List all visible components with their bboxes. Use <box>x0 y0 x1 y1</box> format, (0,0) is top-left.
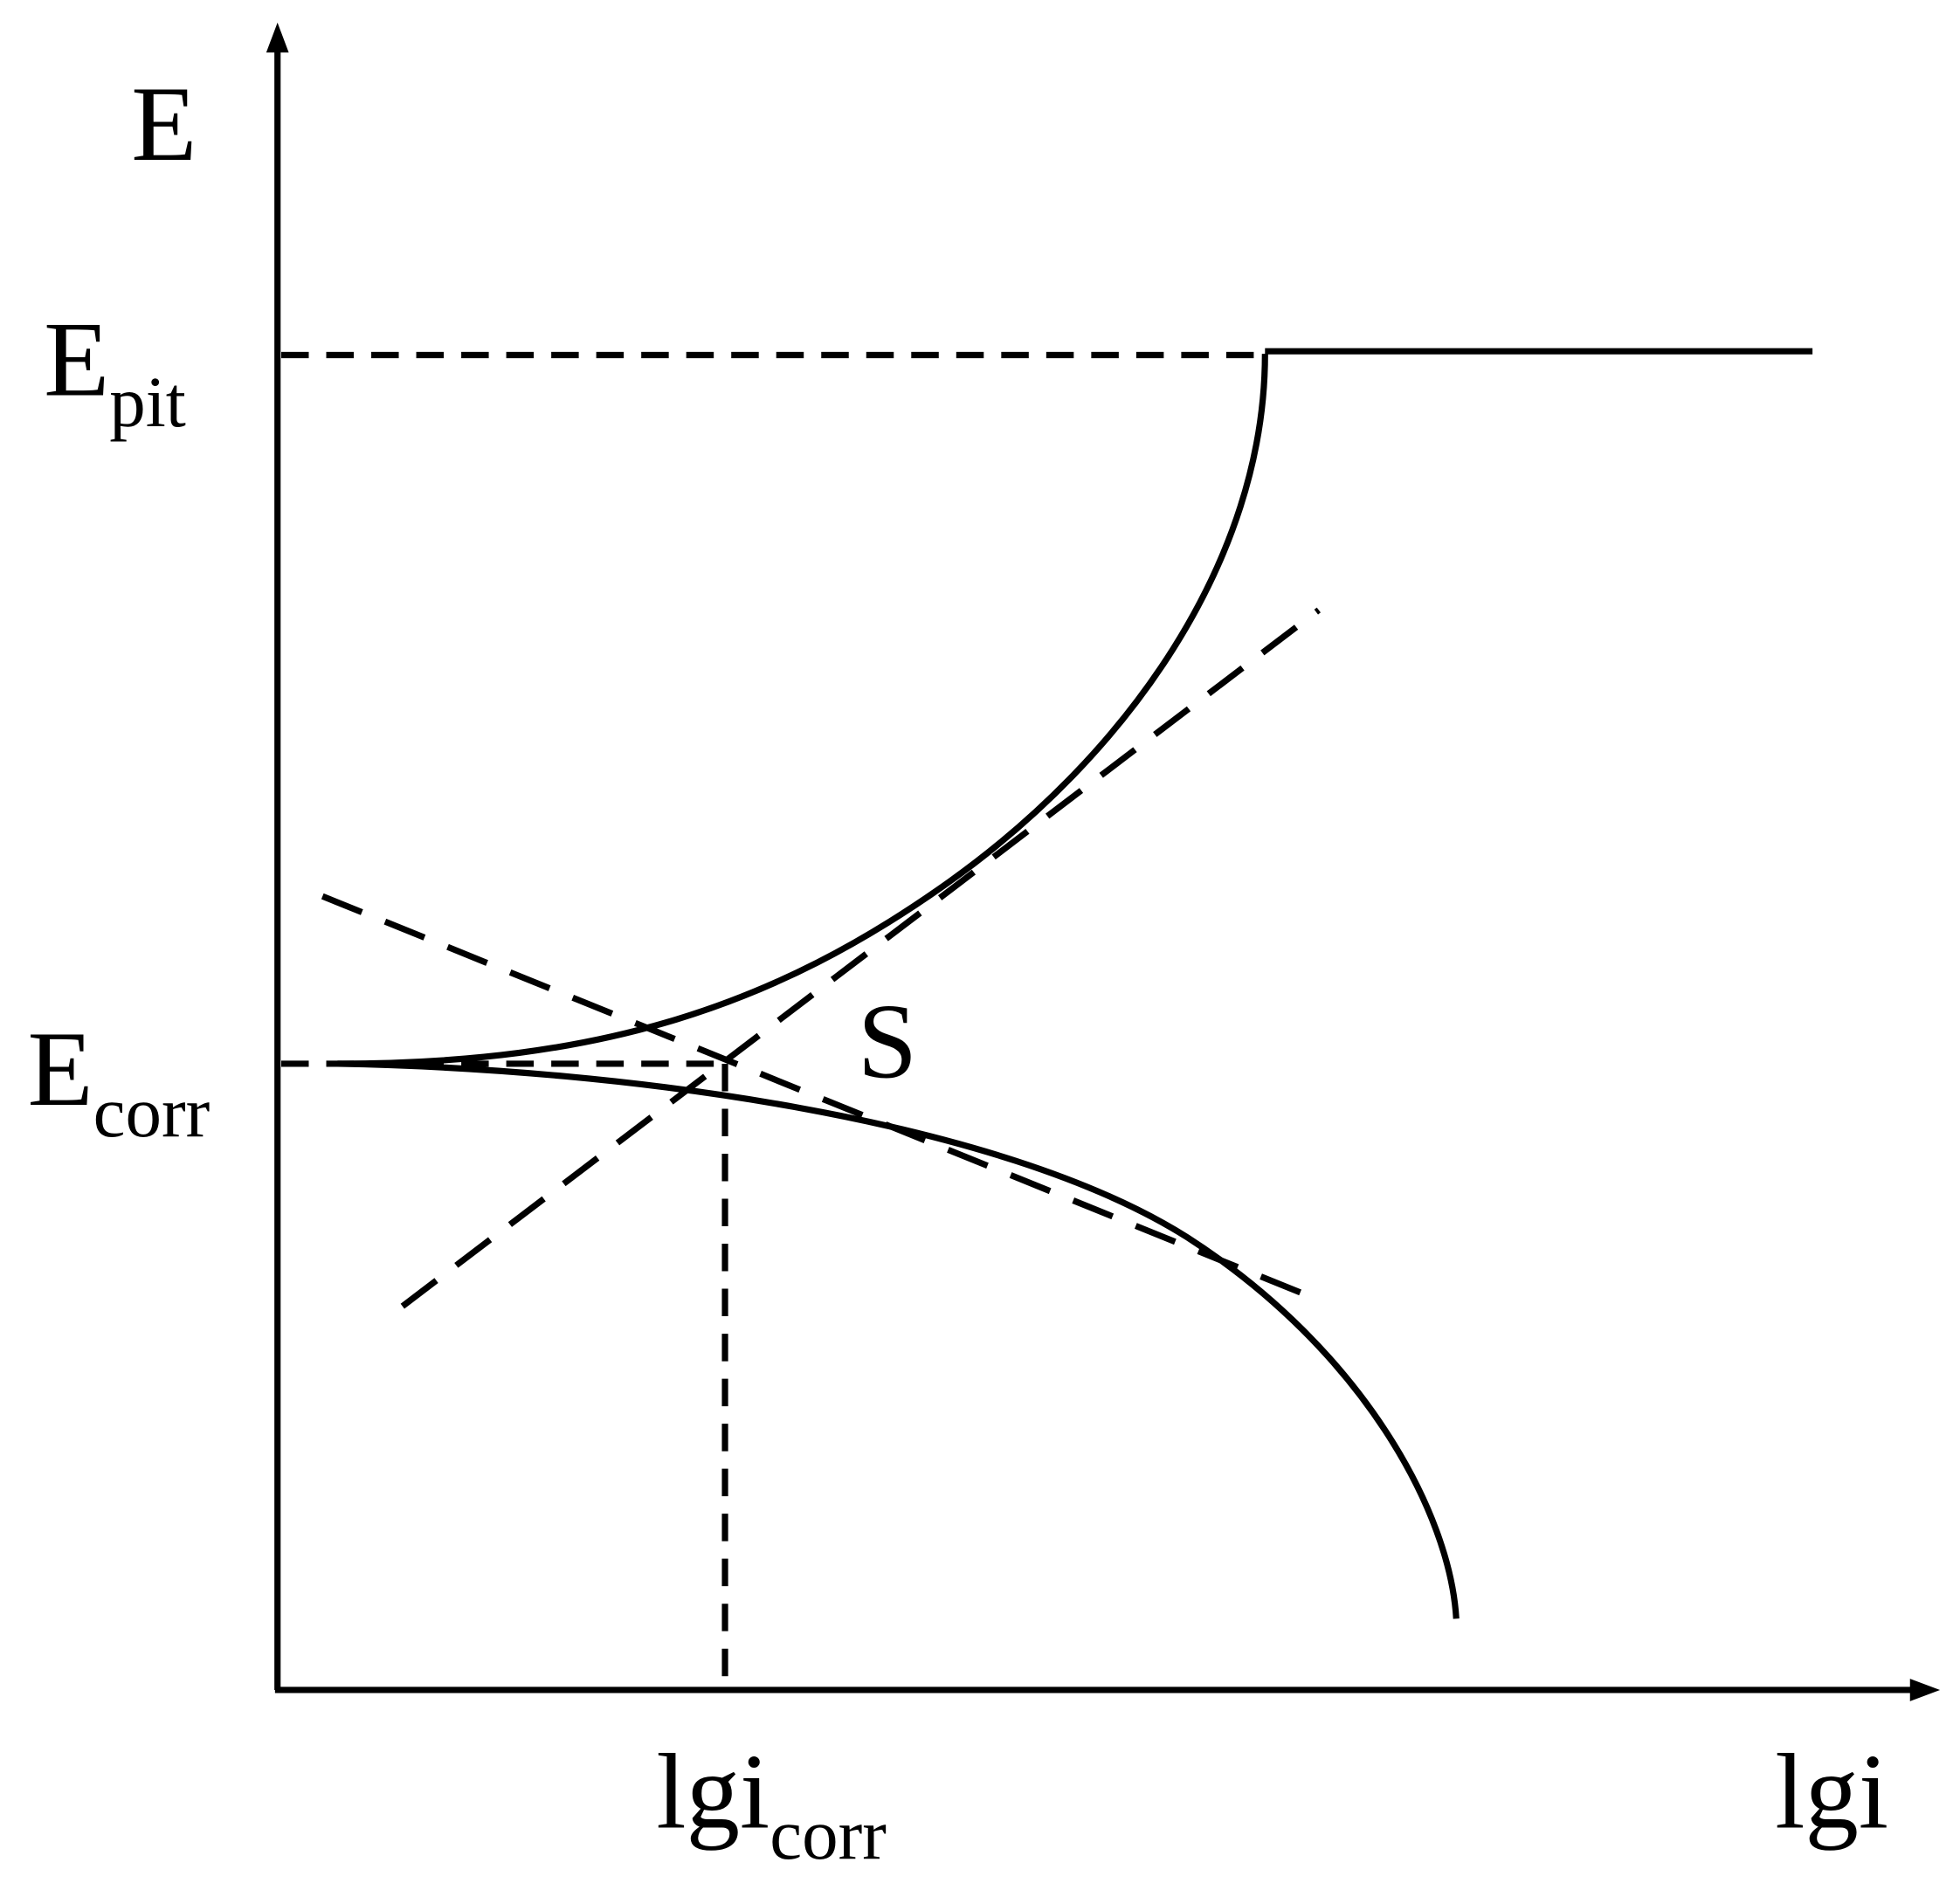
y-axis-label: E <box>131 64 197 183</box>
x-axis-arrow <box>1909 1679 1941 1701</box>
cathodic-tafel-line <box>321 893 1321 1303</box>
e-corr-main: E <box>27 1009 93 1128</box>
i-corr-main: lgi <box>656 1731 770 1851</box>
i-corr-label: lgicorr <box>656 1731 887 1874</box>
i-corr-sub: corr <box>770 1794 887 1874</box>
anodic-tafel-line <box>400 607 1321 1309</box>
y-axis-arrow <box>266 22 289 53</box>
e-corr-sub: corr <box>93 1072 210 1152</box>
x-axis-label: lgi <box>1775 1731 1888 1851</box>
point-label: S <box>858 982 917 1101</box>
e-pit-label: Epit <box>44 299 186 442</box>
anodic-curve <box>337 354 1268 1067</box>
cathodic-curve <box>337 1060 1460 1619</box>
e-pit-main: E <box>44 299 109 418</box>
e-corr-label: Ecorr <box>27 1009 210 1152</box>
e-pit-sub: pit <box>109 362 186 442</box>
